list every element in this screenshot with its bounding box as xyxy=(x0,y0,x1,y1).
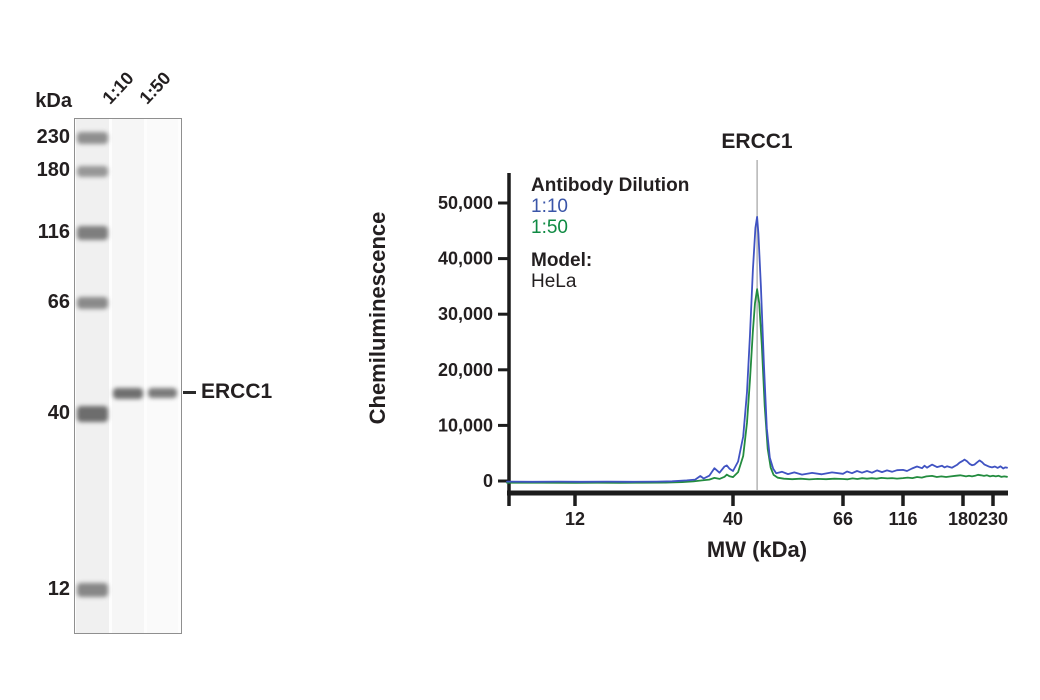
gel-marker-label: 40 xyxy=(47,402,70,424)
chart-title: ERCC1 xyxy=(721,130,793,153)
series-curve-1-10 xyxy=(506,216,1008,483)
band-pointer-dash xyxy=(183,391,196,394)
gel-lane-label: 1:50 xyxy=(135,68,175,108)
ladder-band xyxy=(77,406,108,422)
x-axis-title: MW (kDa) xyxy=(706,537,808,562)
ladder-band xyxy=(77,226,108,240)
gel-lane xyxy=(112,119,144,633)
gel-lane-label: 1:10 xyxy=(98,68,138,108)
x-tick-label: 230 xyxy=(978,509,1008,529)
legend-entry: 1:50 xyxy=(531,217,568,238)
x-tick-label: 66 xyxy=(833,509,853,529)
x-tick-label: 116 xyxy=(888,509,917,529)
y-tick-label: 0 xyxy=(483,471,493,491)
series-curve-1-50 xyxy=(506,288,1008,484)
gel-marker-label: 116 xyxy=(37,221,70,243)
ladder-band xyxy=(77,297,108,309)
gel-image xyxy=(74,118,182,634)
y-tick-label: 30,000 xyxy=(438,304,493,324)
sample-band xyxy=(113,387,143,399)
x-tick-label: 12 xyxy=(565,509,585,529)
chart-legend: Antibody Dilution 1:10 1:50 Model: HeLa xyxy=(531,175,689,292)
sample-band xyxy=(148,388,177,398)
y-tick-label: 50,000 xyxy=(438,193,493,213)
legend-title: Antibody Dilution xyxy=(531,175,690,196)
y-tick-label: 20,000 xyxy=(438,360,493,380)
chart-svg: 0 10,000 20,000 30,000 40,000 50,000 12 40 66 116… xyxy=(438,160,1008,529)
y-tick-label: 10,000 xyxy=(438,415,493,435)
ladder-band xyxy=(77,165,108,177)
gel-lane xyxy=(147,119,178,633)
gel-marker-label: 66 xyxy=(47,291,70,313)
gel-band-label: ERCC1 xyxy=(201,380,273,403)
legend-entries: 1:10 1:50 xyxy=(531,196,689,238)
gel-marker-label: 12 xyxy=(47,578,70,600)
gel-marker-label: 230 xyxy=(36,126,70,148)
legend-entry: 1:10 xyxy=(531,196,568,217)
ladder-band xyxy=(77,132,108,144)
x-tick-label: 180 xyxy=(948,509,978,529)
legend-model-label: Model: xyxy=(531,250,593,271)
x-tick-label: 40 xyxy=(723,509,743,529)
legend-model-value: HeLa xyxy=(531,271,577,292)
ladder-band xyxy=(77,583,108,597)
gel-marker-label: 180 xyxy=(36,159,70,181)
y-axis-title: Chemiluminescence xyxy=(365,211,390,425)
y-tick-label: 40,000 xyxy=(438,249,493,269)
gel-kda-unit-label: kDa xyxy=(35,90,72,112)
gel-lane xyxy=(76,119,109,633)
